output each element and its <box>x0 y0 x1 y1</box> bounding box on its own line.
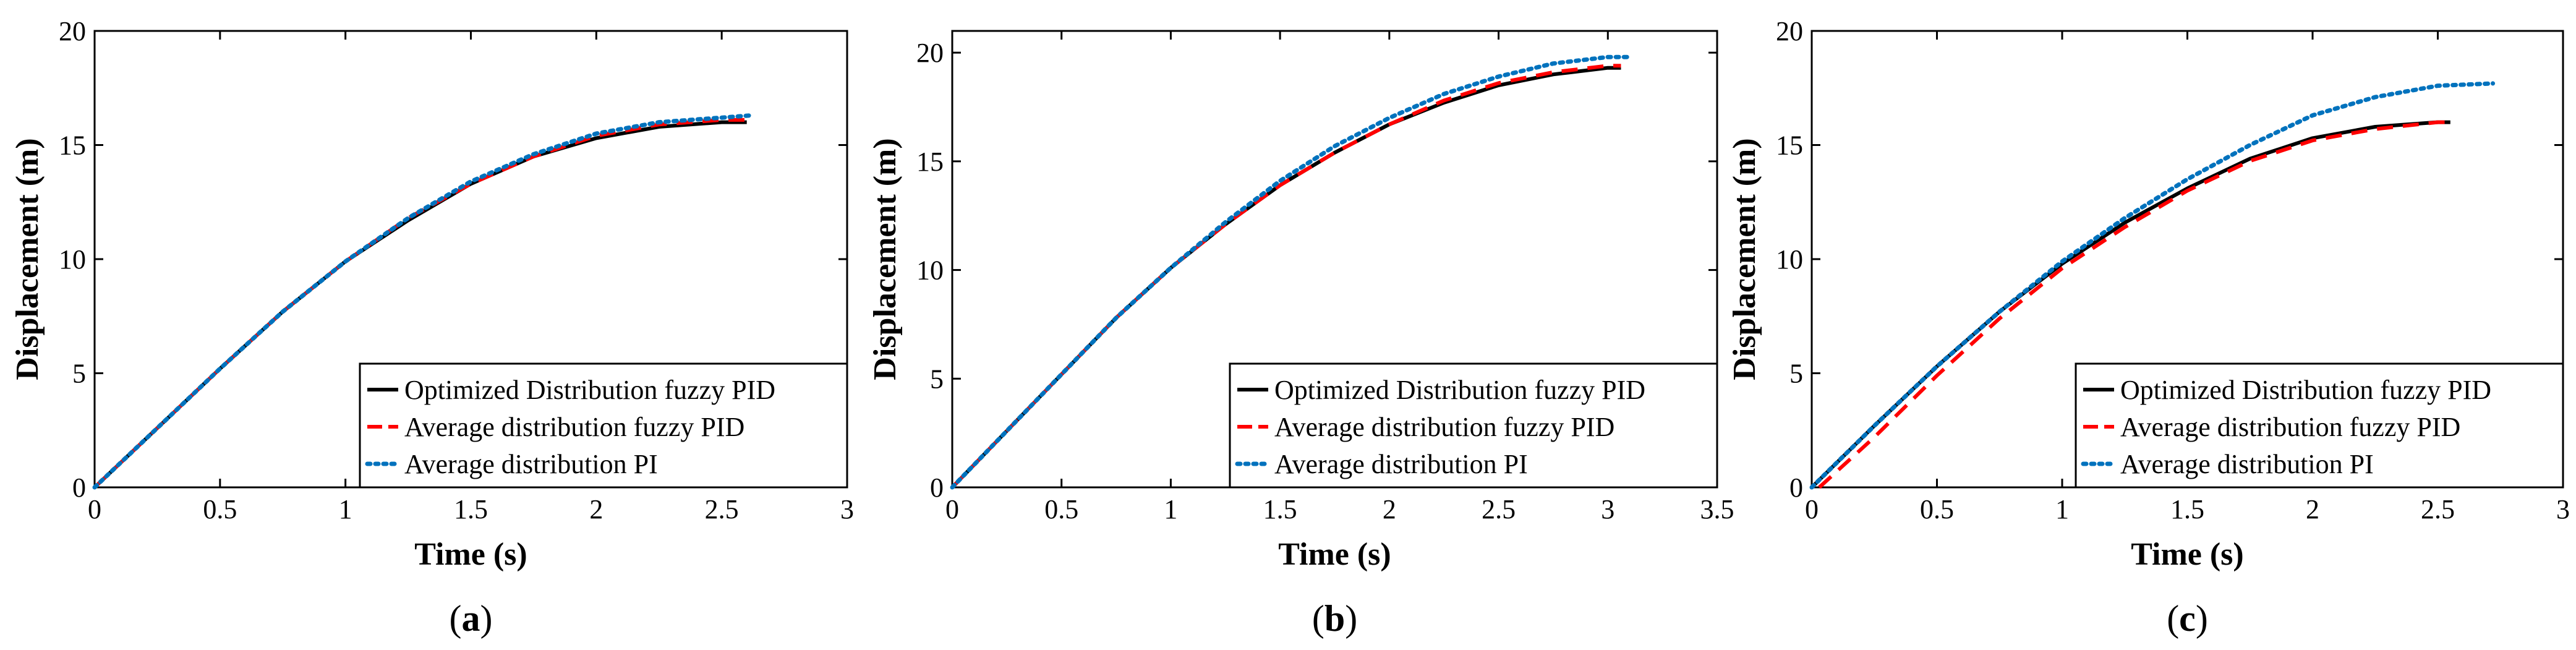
x-tick-label: 0 <box>1805 494 1819 524</box>
x-tick-label: 3 <box>840 494 854 524</box>
x-tick-label: 1.5 <box>454 494 488 524</box>
legend: Optimized Distribution fuzzy PID Average … <box>1229 362 1718 489</box>
y-tick-label: 10 <box>916 255 944 286</box>
x-tick-label: 2.5 <box>1482 494 1516 524</box>
legend-label: Average distribution fuzzy PID <box>1274 412 1614 442</box>
x-tick-label: 1.5 <box>1263 494 1297 524</box>
y-axis-title: Displacement (m) <box>868 138 903 380</box>
legend-label: Average distribution PI <box>2120 449 2374 479</box>
x-tick-label: 3 <box>2556 494 2570 524</box>
panel-c: 0 0.5 1 1.5 2 2.5 3 0 5 10 15 20 Time (s) Displacemen… <box>1727 16 2570 639</box>
panel-label: (c) <box>2167 598 2208 639</box>
y-tick-label: 20 <box>59 16 86 46</box>
y-axis-title: Displacement (m) <box>1727 138 1762 380</box>
x-tick-label: 2.5 <box>705 494 739 524</box>
series-line-dotted <box>92 113 754 490</box>
legend-label: Average distribution PI <box>1274 449 1528 479</box>
y-tick-label: 0 <box>72 473 86 503</box>
x-tick-label: 1.5 <box>2170 494 2204 524</box>
x-tick-label: 1 <box>1164 494 1177 524</box>
legend-label: Average distribution fuzzy PID <box>2120 412 2460 442</box>
legend-label: Average distribution fuzzy PID <box>404 412 744 442</box>
legend-label: Average distribution PI <box>404 449 658 479</box>
y-tick-label: 5 <box>1789 359 1803 389</box>
y-tick-label: 0 <box>1789 473 1803 503</box>
x-tick-label: 2.5 <box>2421 494 2455 524</box>
y-tick-label: 20 <box>916 38 944 68</box>
y-tick-label: 15 <box>916 147 944 177</box>
y-tick-label: 0 <box>930 473 944 503</box>
x-tick-label: 0 <box>945 494 959 524</box>
y-tick-label: 15 <box>1776 130 1803 161</box>
x-tick-label: 0.5 <box>203 494 237 524</box>
panel-b: 0 0.5 1 1.5 2 2.5 3 3.5 0 5 10 15 20 Time (s) Displace… <box>868 30 1734 639</box>
legend-box <box>359 362 848 489</box>
y-axis-title: Displacement (m) <box>10 138 45 380</box>
legend-label: Optimized Distribution fuzzy PID <box>2120 375 2491 405</box>
legend-label: Optimized Distribution fuzzy PID <box>404 375 775 405</box>
y-tick-label: 15 <box>59 130 86 161</box>
y-tick-label: 10 <box>1776 244 1803 275</box>
panel-label: (a) <box>450 598 493 639</box>
x-tick-label: 0 <box>88 494 101 524</box>
x-tick-label: 0.5 <box>1044 494 1078 524</box>
legend-box <box>2075 362 2564 489</box>
legend-box <box>1229 362 1718 489</box>
series-line-dotted <box>1809 81 2496 490</box>
y-tick-label: 10 <box>59 244 86 275</box>
y-tick-label: 5 <box>930 364 944 394</box>
x-axis-title: Time (s) <box>1278 537 1391 572</box>
x-tick-label: 2 <box>1383 494 1396 524</box>
x-tick-label: 0.5 <box>1920 494 1954 524</box>
x-axis-title: Time (s) <box>2131 537 2243 572</box>
x-tick-label: 3 <box>1601 494 1614 524</box>
y-tick-label: 5 <box>72 359 86 389</box>
x-tick-label: 1 <box>339 494 352 524</box>
series-line-dashed <box>1818 120 2450 489</box>
legend-label: Optimized Distribution fuzzy PID <box>1274 375 1645 405</box>
series-line-dotted <box>950 54 1632 490</box>
y-tick-label: 20 <box>1776 16 1803 46</box>
panel-label: (b) <box>1312 598 1357 639</box>
x-tick-label: 3.5 <box>1700 494 1734 524</box>
x-tick-label: 1 <box>2055 494 2069 524</box>
panel-a: 0 0.5 1 1.5 2 2.5 3 0 5 10 15 20 Time (s) Displacemen… <box>10 16 854 639</box>
x-tick-label: 2 <box>2306 494 2319 524</box>
x-tick-label: 2 <box>589 494 603 524</box>
legend: Optimized Distribution fuzzy PID Average … <box>359 362 848 489</box>
x-axis-title: Time (s) <box>414 537 527 572</box>
legend: Optimized Distribution fuzzy PID Average … <box>2075 362 2564 489</box>
